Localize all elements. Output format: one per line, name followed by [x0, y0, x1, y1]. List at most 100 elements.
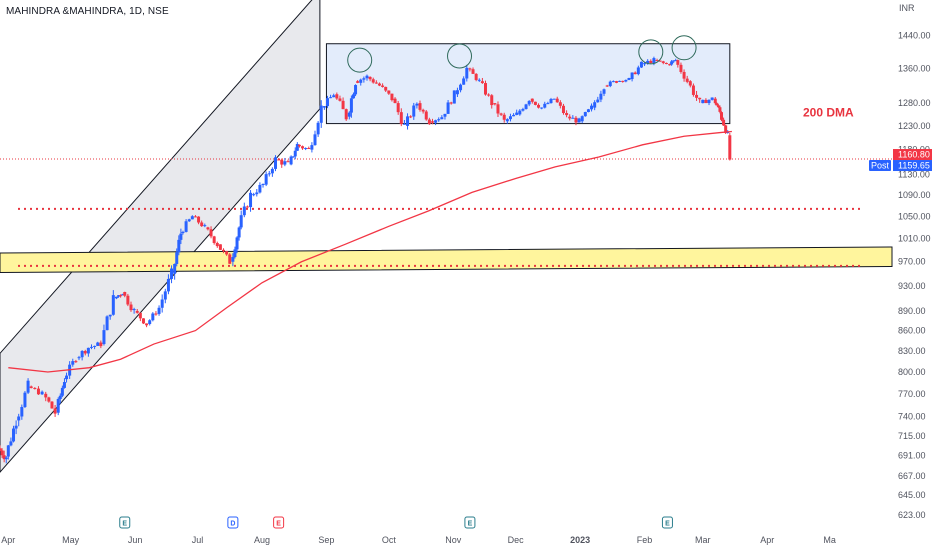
candle-body [676, 60, 680, 65]
candle-body [77, 357, 81, 359]
candle-body [586, 109, 590, 113]
y-tick-label: 1130.00 [898, 169, 930, 179]
candle-body [197, 216, 201, 223]
candle-body [274, 157, 278, 169]
candle-body [148, 320, 152, 324]
candle-body [160, 299, 164, 308]
post-badge [869, 160, 891, 172]
y-tick-label: 770.00 [898, 389, 926, 399]
candle-body [56, 398, 60, 413]
candle-body [237, 227, 241, 238]
candle-body [325, 98, 329, 107]
y-tick-label: 667.00 [898, 471, 926, 481]
candle-body [119, 295, 123, 297]
event-marker-icon [227, 516, 239, 529]
candle-body [583, 112, 587, 117]
candle-body [484, 83, 488, 95]
x-tick-label: Mar [695, 535, 711, 545]
candle-body [698, 97, 702, 100]
y-tick-label: 890.00 [898, 306, 926, 316]
candle-body [203, 225, 207, 227]
candle-body [283, 161, 287, 165]
y-tick-label: 1010.00 [898, 234, 931, 244]
dma-200-line [8, 130, 732, 373]
candle-body [356, 81, 360, 83]
candle-body [434, 120, 438, 123]
candle-body [459, 84, 463, 91]
candle-body [515, 112, 519, 115]
candle-body [108, 314, 112, 317]
candle-body [228, 254, 232, 264]
candle-body [621, 80, 625, 82]
y-tick-label: 1440.00 [898, 31, 931, 41]
candle-body [163, 291, 167, 300]
y-tick-label: 623.00 [898, 510, 926, 520]
y-tick-label: 1280.00 [898, 98, 931, 108]
candle-body [233, 249, 237, 258]
top-circle-1 [447, 43, 473, 69]
candle-body [728, 135, 732, 160]
candle-body [267, 173, 271, 175]
candle-body [335, 94, 339, 99]
candle-body [409, 116, 413, 118]
candle-body [222, 249, 226, 252]
candle-body [225, 251, 229, 255]
candle-body [715, 103, 719, 106]
event-marker-label: E [468, 521, 473, 528]
candle-body [151, 313, 155, 321]
candle-body [71, 361, 75, 365]
candle-body [377, 83, 381, 86]
candle-body [170, 268, 174, 279]
candle-body [141, 318, 145, 324]
candle-body [184, 221, 188, 232]
candle-body [695, 94, 699, 98]
y-tick-label: 1360.00 [898, 63, 931, 73]
candle-body [26, 380, 30, 393]
candle-body [524, 104, 528, 110]
candle-body [691, 85, 695, 95]
event-marker-label: D [230, 521, 235, 528]
y-tick-label: 830.00 [898, 346, 926, 356]
candle-body [258, 184, 262, 193]
candle-body [462, 78, 466, 85]
candle-body [718, 107, 722, 112]
candle-body [402, 123, 406, 125]
candle-body [215, 242, 219, 247]
candle-body [446, 102, 450, 114]
candle-body [664, 62, 668, 65]
candle-body [593, 102, 597, 108]
candle-body [704, 99, 708, 104]
candle-body [672, 60, 676, 62]
candle-body [716, 105, 720, 108]
event-marker-label: E [276, 521, 281, 528]
x-tick-label: 2023 [570, 535, 590, 545]
event-marker-icon [661, 516, 673, 529]
candle-body [412, 105, 416, 117]
candle-body [421, 109, 425, 112]
x-tick-label: Nov [445, 535, 462, 545]
y-tick-label: 691.00 [898, 451, 926, 461]
candle-body [602, 89, 606, 94]
candle-body [239, 215, 243, 228]
candle-body [618, 80, 622, 82]
last-price-label: 1160.80 [898, 150, 930, 160]
candle-body [387, 90, 391, 94]
candle-body [50, 401, 54, 409]
candle-body [20, 407, 24, 417]
y-tick-label: 1230.00 [898, 121, 931, 131]
candle-body [286, 161, 290, 163]
x-tick-label: Oct [382, 535, 397, 545]
candle-body [661, 61, 665, 63]
candle-body [135, 310, 139, 313]
candle-body [235, 237, 239, 250]
event-marker-label: E [665, 521, 670, 528]
candle-body [344, 109, 348, 120]
x-tick-label: Dec [508, 535, 525, 545]
candle-body [114, 296, 118, 299]
candle-body [455, 90, 459, 95]
candle-body [264, 174, 268, 185]
candle-body [406, 116, 410, 126]
candle-body [474, 73, 478, 80]
candle-body [301, 146, 305, 149]
